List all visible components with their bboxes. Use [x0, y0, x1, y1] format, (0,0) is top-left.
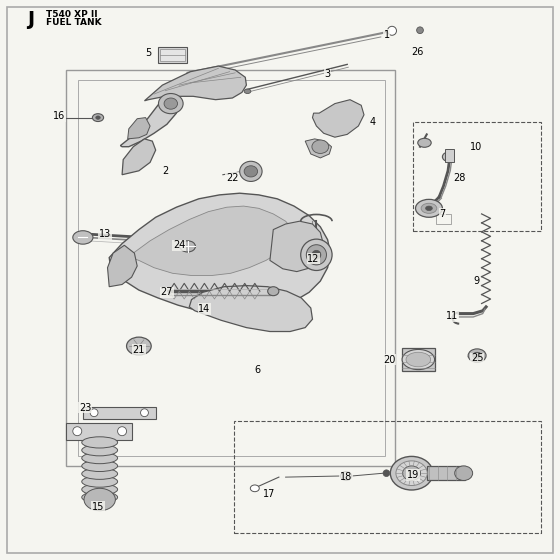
Ellipse shape	[118, 427, 127, 436]
Polygon shape	[305, 139, 332, 158]
Bar	[413, 122, 541, 231]
Text: 26: 26	[411, 46, 423, 57]
Ellipse shape	[383, 470, 390, 477]
Ellipse shape	[73, 231, 93, 244]
Polygon shape	[189, 286, 312, 332]
Ellipse shape	[301, 239, 332, 270]
Text: J: J	[27, 10, 34, 29]
Ellipse shape	[473, 352, 482, 359]
Polygon shape	[108, 245, 137, 287]
Ellipse shape	[244, 89, 251, 94]
Text: 10: 10	[470, 142, 483, 152]
Text: 12: 12	[307, 254, 320, 264]
Ellipse shape	[426, 206, 432, 211]
Ellipse shape	[141, 409, 148, 417]
Bar	[427, 466, 465, 480]
Text: 1: 1	[384, 30, 390, 40]
Ellipse shape	[127, 337, 151, 355]
Ellipse shape	[340, 472, 352, 480]
Ellipse shape	[390, 456, 433, 490]
Text: FUEL TANK: FUEL TANK	[46, 18, 101, 27]
Ellipse shape	[396, 461, 427, 486]
Ellipse shape	[158, 94, 183, 114]
Polygon shape	[128, 118, 150, 139]
Bar	[445, 149, 454, 162]
Ellipse shape	[82, 492, 118, 503]
Ellipse shape	[406, 352, 431, 367]
Text: 18: 18	[340, 472, 352, 482]
Ellipse shape	[455, 466, 473, 480]
Bar	[78, 80, 385, 456]
Bar	[234, 421, 541, 533]
Ellipse shape	[82, 460, 118, 472]
Text: 22: 22	[226, 173, 239, 183]
Polygon shape	[144, 66, 246, 101]
Text: 25: 25	[471, 353, 483, 363]
Ellipse shape	[180, 241, 195, 252]
Text: 13: 13	[99, 229, 111, 239]
Text: 6: 6	[255, 365, 260, 375]
Text: 11: 11	[446, 311, 459, 321]
Polygon shape	[109, 193, 330, 316]
Ellipse shape	[250, 485, 259, 492]
Ellipse shape	[306, 245, 326, 265]
Text: 28: 28	[453, 173, 465, 183]
Text: 2: 2	[162, 166, 169, 176]
Bar	[158, 47, 187, 63]
Ellipse shape	[268, 287, 279, 296]
Bar	[66, 423, 132, 440]
Text: 17: 17	[263, 489, 275, 499]
Ellipse shape	[442, 152, 454, 161]
Ellipse shape	[388, 26, 396, 35]
Ellipse shape	[82, 476, 118, 487]
Ellipse shape	[403, 466, 421, 480]
Text: 24: 24	[173, 240, 185, 250]
Text: 20: 20	[383, 354, 395, 365]
Bar	[66, 70, 395, 466]
Bar	[436, 214, 451, 224]
Text: 21: 21	[133, 345, 145, 355]
Text: 3: 3	[325, 69, 330, 80]
Ellipse shape	[164, 98, 178, 109]
Text: 23: 23	[79, 403, 91, 413]
Text: 7: 7	[439, 209, 446, 219]
Ellipse shape	[402, 349, 435, 370]
Ellipse shape	[312, 140, 329, 153]
Ellipse shape	[82, 468, 118, 479]
Polygon shape	[270, 221, 324, 272]
Ellipse shape	[82, 445, 118, 456]
Polygon shape	[128, 206, 294, 276]
Text: 4: 4	[370, 117, 376, 127]
Polygon shape	[122, 139, 156, 175]
Ellipse shape	[468, 349, 486, 362]
Bar	[402, 348, 435, 371]
Ellipse shape	[421, 203, 437, 213]
Ellipse shape	[416, 199, 442, 217]
Ellipse shape	[418, 138, 431, 147]
Ellipse shape	[312, 250, 321, 259]
Ellipse shape	[82, 484, 118, 495]
Ellipse shape	[84, 488, 115, 511]
Polygon shape	[312, 100, 364, 137]
Text: 27: 27	[161, 287, 173, 297]
Ellipse shape	[244, 166, 258, 177]
Ellipse shape	[92, 114, 104, 122]
Text: 9: 9	[473, 276, 479, 286]
Ellipse shape	[73, 427, 82, 436]
Ellipse shape	[417, 27, 423, 34]
Bar	[160, 49, 185, 61]
Text: T540 XP II: T540 XP II	[46, 10, 97, 19]
Ellipse shape	[82, 452, 118, 464]
Ellipse shape	[240, 161, 262, 181]
Ellipse shape	[96, 116, 100, 119]
Text: 15: 15	[92, 502, 104, 512]
Bar	[83, 407, 156, 419]
Text: 5: 5	[145, 48, 152, 58]
Text: 14: 14	[198, 304, 211, 314]
Text: 16: 16	[53, 111, 65, 122]
Ellipse shape	[82, 437, 118, 448]
Polygon shape	[120, 90, 180, 147]
Ellipse shape	[90, 409, 98, 417]
Text: 19: 19	[407, 470, 419, 480]
